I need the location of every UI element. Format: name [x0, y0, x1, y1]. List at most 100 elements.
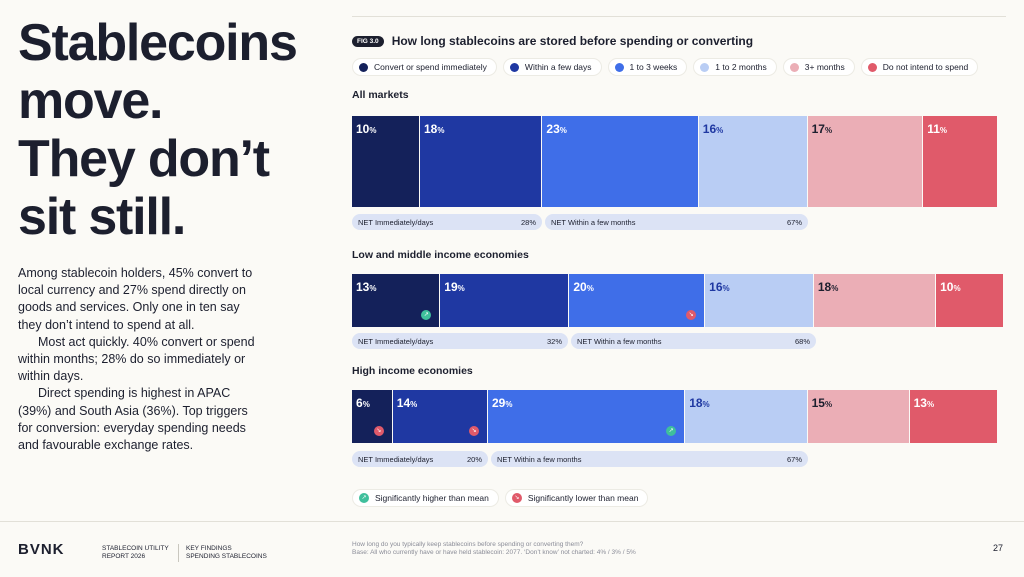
- bar-segment: 19%: [440, 274, 569, 327]
- legend-item: 1 to 3 weeks: [607, 58, 688, 76]
- segment-value: 11: [927, 122, 940, 136]
- segment-value: 15: [811, 396, 825, 410]
- segment-percent-sign: %: [369, 126, 377, 135]
- bvnk-logo: BVNK: [18, 541, 65, 558]
- report-name-line: REPORT 2026: [102, 553, 146, 560]
- bar-row: 10% 18% 23% 16% 17% 11%: [352, 116, 998, 207]
- net-label: NET Within a few months: [577, 336, 662, 346]
- significance-legend-label: Significantly higher than mean: [375, 493, 489, 503]
- segment-percent-sign: %: [702, 400, 710, 409]
- figure-header: FIG 3.0 How long stablecoins are stored …: [352, 34, 753, 48]
- segment-value: 10: [356, 122, 370, 136]
- segment-percent-sign: %: [824, 126, 833, 135]
- segment-percent-sign: %: [953, 284, 961, 293]
- significance-legend-label: Significantly lower than mean: [527, 493, 639, 503]
- bar-segment: 17%: [807, 116, 923, 207]
- arrow-down-right-icon: ↘: [468, 426, 479, 436]
- legend-label: Within a few days: [524, 62, 592, 72]
- segment-value-label: 20%: [573, 280, 593, 294]
- bar-segment: 15%: [807, 390, 909, 443]
- significance-legend: ↗ Significantly higher than mean ↘ Signific…: [352, 489, 649, 507]
- footnote-question: How long do you typically keep stablecoi…: [352, 541, 584, 548]
- net-pill: NET Within a few months 67%: [545, 214, 808, 230]
- footnote-base: Base: All who currently have or have hel…: [352, 549, 636, 556]
- segment-percent-sign: %: [716, 126, 724, 135]
- figure-title: How long stablecoins are stored before s…: [391, 34, 754, 48]
- legend-label: 1 to 3 weeks: [629, 62, 678, 72]
- headline: Stablecoins move. They don’t sit still.: [18, 14, 318, 246]
- segment-value: 18: [424, 122, 438, 136]
- segment-percent-sign: %: [362, 400, 370, 409]
- arrow-up-right-icon: ↗: [666, 426, 677, 436]
- segment-percent-sign: %: [505, 400, 513, 409]
- legend-item: Do not intend to spend: [860, 58, 979, 76]
- figure-badge: FIG 3.0: [352, 35, 384, 47]
- segment-percent-sign: %: [410, 400, 418, 409]
- top-divider: [352, 16, 1006, 17]
- page-number: 27: [993, 543, 1004, 553]
- segment-percent-sign: %: [559, 126, 567, 135]
- segment-percent-sign: %: [722, 284, 730, 293]
- segment-value-label: 16%: [703, 122, 723, 136]
- segment-value-label: 16%: [709, 280, 729, 294]
- bar-segment: 14% ↘: [392, 390, 487, 443]
- group-title: All markets: [352, 89, 409, 101]
- body-paragraph: Among stablecoin holders, 45% convert to…: [18, 266, 253, 332]
- segment-value: 16: [709, 280, 723, 294]
- segment-value-label: 23%: [546, 122, 566, 136]
- segment-percent-sign: %: [939, 126, 947, 135]
- legend-swatch: [789, 62, 799, 72]
- bar-row: 6% ↘ 14% ↘ 29% ↗ 18% 15% 13%: [352, 390, 998, 443]
- legend-swatch: [359, 62, 368, 72]
- headline-line: They don’t: [18, 130, 270, 188]
- bar-segment: 29% ↗: [488, 390, 685, 443]
- bar-segment: 18%: [685, 390, 807, 443]
- segment-value: 23: [546, 122, 560, 136]
- net-value: 68%: [794, 336, 810, 346]
- net-pill: NET Within a few months 67%: [491, 451, 808, 467]
- bar-segment: 18%: [420, 116, 542, 207]
- significance-legend-item: ↗ Significantly higher than mean: [352, 489, 499, 507]
- bar-segment: 18%: [813, 274, 936, 327]
- legend-swatch: [700, 62, 710, 72]
- legend-swatch: [867, 62, 877, 72]
- net-label: NET Immediately/days: [358, 454, 434, 464]
- segment-value-label: 10%: [356, 122, 376, 136]
- bar-segment: 16%: [698, 116, 807, 207]
- segment-percent-sign: %: [831, 284, 839, 293]
- segment-value: 19: [444, 280, 458, 294]
- segment-value: 18: [689, 396, 703, 410]
- segment-value-label: 13%: [356, 280, 376, 294]
- bar-segment: 23%: [542, 116, 698, 207]
- chart-legend: Convert or spend immediately Within a few…: [352, 58, 979, 76]
- section-name-line: KEY FINDINGS: [186, 545, 232, 552]
- net-value: 67%: [786, 454, 802, 464]
- arrow-up-right-icon: ↗: [359, 493, 369, 503]
- segment-value-label: 10%: [940, 280, 960, 294]
- body-paragraph: Direct spending is highest in APAC (39%)…: [18, 386, 248, 453]
- segment-value: 10: [940, 280, 954, 294]
- net-value: 20%: [466, 454, 482, 464]
- net-label: NET Immediately/days: [358, 336, 434, 346]
- segment-percent-sign: %: [457, 284, 465, 293]
- body-text: Among stablecoin holders, 45% convert to…: [18, 265, 258, 454]
- segment-value: 20: [573, 280, 587, 294]
- headline-line: move.: [18, 72, 163, 130]
- significance-legend-item: ↘ Significantly lower than mean: [504, 489, 649, 507]
- group-title: Low and middle income economies: [352, 249, 529, 261]
- bar-segment: 10%: [936, 274, 1003, 327]
- legend-label: 3+ months: [804, 62, 845, 72]
- segment-value-label: 14%: [397, 396, 417, 410]
- segment-value-label: 29%: [492, 396, 512, 410]
- report-name: STABLECOIN UTILITY REPORT 2026: [102, 545, 169, 561]
- net-label: NET Within a few months: [551, 217, 636, 227]
- legend-item: Within a few days: [502, 58, 602, 76]
- segment-value: 29: [492, 396, 506, 410]
- legend-swatch: [509, 62, 519, 72]
- arrow-down-right-icon: ↘: [373, 426, 384, 436]
- bar-segment: 16%: [705, 274, 813, 327]
- segment-percent-sign: %: [437, 126, 445, 135]
- bar-segment: 11%: [923, 116, 997, 207]
- segment-value: 6: [356, 396, 363, 410]
- headline-line: Stablecoins: [18, 14, 298, 72]
